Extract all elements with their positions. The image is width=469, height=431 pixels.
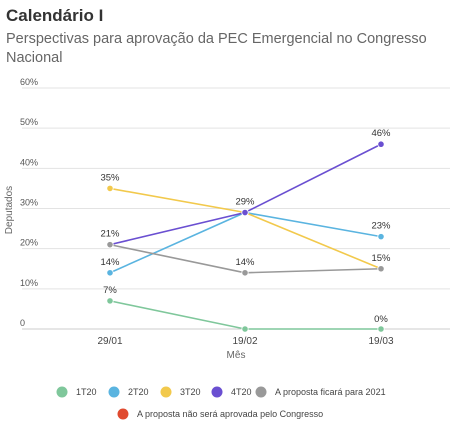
legend-marker [108,386,120,398]
data-label: 15% [371,253,391,264]
data-point [106,184,114,193]
y-tick-label: 60% [20,77,38,87]
data-point [106,269,114,277]
data-label: 29% [235,197,255,208]
chart-title: Calendário I [6,6,104,25]
data-label: 46% [371,128,391,139]
chart-subtitle: Perspectivas para aprovação da PEC Emerg… [6,31,427,66]
y-tick-label: 40% [20,157,38,167]
data-point [106,241,114,249]
y-tick-label: 10% [20,278,38,288]
data-label: 7% [103,285,117,296]
y-tick-label: 50% [20,117,38,127]
y-tick-label: 30% [20,198,38,208]
data-point [377,233,385,241]
series-line [109,300,381,330]
legend-label: 4T20 [231,387,252,397]
data-label: 0% [374,314,388,325]
x-tick-label: 19/02 [232,336,257,347]
data-label: 21% [100,229,120,240]
legend-label: 1T20 [76,387,97,397]
data-point [106,297,114,305]
data-point [377,325,385,333]
legend-label: A proposta não será aprovada pelo Congre… [137,409,323,419]
data-point [241,325,249,333]
y-axis-label: Deputados [4,186,15,234]
x-tick-label: 19/03 [368,336,393,347]
legend-label: A proposta ficará para 2021 [275,387,386,397]
data-point [377,265,385,273]
data-label: 23% [371,221,391,232]
legend-marker [160,386,172,398]
legend-label: 3T20 [180,387,201,397]
data-point [241,208,249,217]
legend-label: 2T20 [128,387,149,397]
x-tick-label: 29/01 [97,336,122,347]
y-tick-label: 20% [20,238,38,248]
legend-marker [117,408,129,420]
legend-marker [255,386,267,398]
data-label: 14% [235,257,255,268]
legend-marker [56,386,68,398]
data-point [241,269,249,277]
data-label: 35% [100,172,120,183]
data-point [377,140,385,148]
data-label: 14% [100,257,120,268]
y-tick-label: 0 [20,318,25,328]
legend-marker [211,386,223,398]
x-axis-label: Mês [227,350,246,361]
